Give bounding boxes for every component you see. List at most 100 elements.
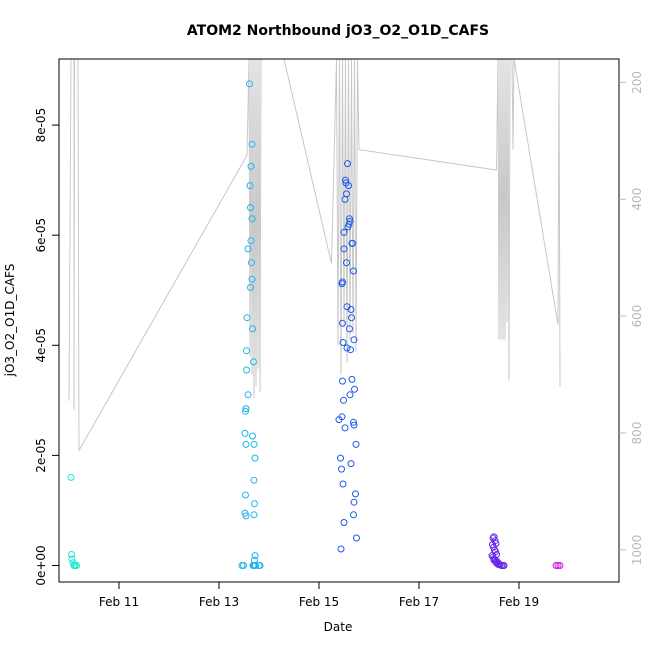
plot-frame xyxy=(58,58,620,583)
data-point xyxy=(490,533,498,541)
data-point xyxy=(554,562,562,569)
data-point xyxy=(348,314,355,322)
data-points-layer xyxy=(67,80,564,569)
data-point xyxy=(491,546,498,554)
data-point xyxy=(249,325,256,333)
data-point xyxy=(351,385,358,393)
data-point xyxy=(73,562,80,569)
x-axis-label: Date xyxy=(324,620,353,634)
data-point xyxy=(243,347,250,355)
data-point xyxy=(251,454,259,462)
y-axis-label: jO3_O2_O1D_CAFS xyxy=(3,264,17,378)
y-tick-label: 4e-05 xyxy=(34,328,48,363)
data-point xyxy=(352,440,360,448)
data-point xyxy=(246,80,253,88)
y2-tick-label: 200 xyxy=(630,71,644,94)
x-tick-label: Feb 15 xyxy=(299,595,339,609)
x-tick-label: Feb 17 xyxy=(399,595,439,609)
y-tick-label: 8e-05 xyxy=(34,108,48,143)
data-point xyxy=(350,421,358,429)
data-point xyxy=(350,418,357,426)
data-point xyxy=(242,491,249,499)
data-point xyxy=(247,237,255,245)
data-point xyxy=(339,339,347,346)
data-point xyxy=(339,377,346,385)
data-point xyxy=(347,346,354,354)
data-point xyxy=(248,140,256,148)
data-point xyxy=(252,562,259,569)
data-point xyxy=(350,511,357,519)
data-point xyxy=(340,228,348,236)
altitude-trace-layer xyxy=(68,59,561,453)
y2-tick-label: 800 xyxy=(630,422,644,445)
data-point xyxy=(246,182,254,190)
data-point xyxy=(250,440,258,448)
data-point xyxy=(342,179,350,187)
data-point xyxy=(335,416,343,424)
y2-tick-label: 400 xyxy=(630,188,644,211)
y-axis-right: 200 400 600 800 1000 xyxy=(619,71,644,565)
data-point xyxy=(244,245,252,253)
data-point xyxy=(248,259,255,267)
data-point xyxy=(492,559,500,567)
data-point xyxy=(337,454,344,462)
data-point xyxy=(347,460,355,468)
data-point xyxy=(350,267,357,275)
data-point xyxy=(346,391,354,399)
data-point xyxy=(348,375,356,383)
chart-title: ATOM2 Northbound jO3_O2_O1D_CAFS xyxy=(187,23,489,39)
data-point xyxy=(338,280,346,288)
data-point xyxy=(256,562,264,569)
data-point xyxy=(243,366,250,374)
data-point xyxy=(552,562,560,569)
data-point xyxy=(343,344,351,352)
data-point xyxy=(67,473,75,481)
data-point xyxy=(251,500,258,508)
data-point xyxy=(251,552,259,560)
altitude-trace-line xyxy=(68,59,561,453)
data-point xyxy=(242,407,249,415)
y-axis-left: 0e+00 2e-05 4e-05 6e-05 8e-05 xyxy=(34,108,59,586)
x-axis: Feb 11 Feb 13 Feb 15 Feb 17 Feb 19 xyxy=(99,582,539,609)
data-point xyxy=(247,204,254,212)
data-point xyxy=(248,215,256,223)
data-point xyxy=(344,160,351,168)
y2-tick-label: 1000 xyxy=(630,535,644,566)
data-point xyxy=(68,555,76,563)
data-point xyxy=(340,396,347,404)
data-point xyxy=(343,259,350,267)
x-tick-label: Feb 11 xyxy=(99,595,139,609)
y-tick-label: 2e-05 xyxy=(34,438,48,473)
data-point xyxy=(341,195,349,203)
data-point xyxy=(350,336,358,344)
data-point xyxy=(243,314,251,322)
data-point xyxy=(250,511,258,519)
data-point xyxy=(341,424,349,432)
data-point xyxy=(339,319,346,327)
data-point xyxy=(337,545,345,553)
data-point xyxy=(242,512,250,520)
data-point xyxy=(340,245,348,253)
data-point xyxy=(247,284,254,291)
data-point xyxy=(345,220,353,228)
data-point xyxy=(500,562,508,569)
x-tick-label: Feb 13 xyxy=(199,595,239,609)
data-point xyxy=(339,480,347,488)
data-point xyxy=(250,476,258,484)
y-tick-label: 0e+00 xyxy=(34,545,48,585)
y2-tick-label: 600 xyxy=(630,305,644,328)
data-point xyxy=(353,534,360,542)
data-point xyxy=(346,325,353,333)
data-point xyxy=(556,562,564,569)
data-point xyxy=(242,405,250,413)
data-point xyxy=(242,440,250,448)
y-tick-label: 6e-05 xyxy=(34,218,48,253)
data-point xyxy=(349,239,356,247)
data-point xyxy=(350,498,358,506)
data-point xyxy=(248,275,256,283)
data-point xyxy=(340,519,348,526)
data-point xyxy=(338,465,345,473)
data-point xyxy=(352,490,359,498)
data-point xyxy=(247,162,255,170)
